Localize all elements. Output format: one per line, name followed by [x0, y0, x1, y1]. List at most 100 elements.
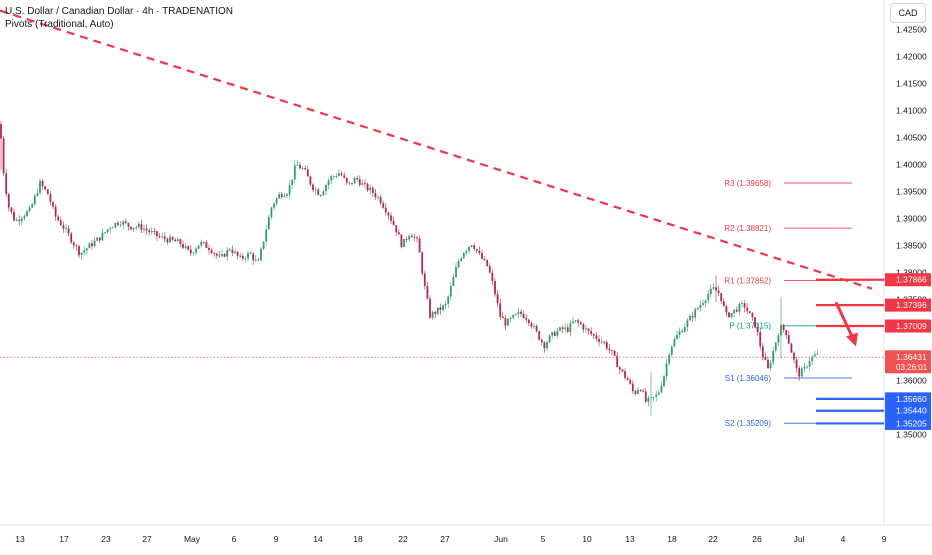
candle-body — [460, 258, 463, 261]
candle-body — [600, 341, 603, 343]
candle-body — [392, 220, 395, 226]
candle-body — [291, 179, 294, 185]
candle-body — [657, 392, 660, 395]
candle-body — [278, 194, 281, 199]
candle-body — [613, 350, 616, 356]
candle-body — [780, 324, 782, 336]
candle-body — [26, 211, 28, 217]
candle-body — [143, 228, 145, 230]
candle-body — [356, 177, 359, 180]
candle-body — [517, 311, 520, 314]
currency-button[interactable]: CAD — [890, 3, 926, 23]
candle-body — [379, 196, 382, 204]
candle-body — [728, 312, 730, 318]
candle-body — [395, 225, 398, 233]
candle-body — [655, 394, 658, 397]
candle-body — [39, 180, 41, 194]
candle-body — [275, 198, 278, 204]
candle-body — [384, 207, 387, 213]
candle-body — [338, 173, 340, 177]
candle-body — [624, 371, 626, 378]
candle-body — [182, 243, 184, 248]
candle-body — [202, 241, 205, 243]
candle-body — [455, 267, 457, 278]
candle-body — [223, 253, 226, 257]
candle-body — [364, 183, 366, 184]
candle-body — [283, 195, 286, 197]
candle-body — [634, 391, 637, 394]
candle-body — [611, 350, 613, 351]
candle-body — [816, 353, 819, 355]
pivot-label: R3 (1.39658) — [724, 179, 771, 188]
candle-body — [543, 342, 546, 349]
candle-body — [683, 326, 686, 332]
candle-body — [436, 307, 439, 314]
candle-body — [145, 228, 148, 231]
candle-body — [665, 363, 668, 377]
candle-body — [533, 325, 535, 327]
pivot-label: S1 (1.36046) — [725, 374, 772, 383]
symbol-title[interactable]: U.S. Dollar / Canadian Dollar · 4h · TRA… — [5, 6, 234, 17]
indicator-label[interactable]: Pivots (Traditional, Auto) — [5, 19, 114, 30]
candle-body — [241, 255, 244, 259]
candle-body — [595, 335, 598, 339]
candle-body — [603, 341, 606, 343]
level-price-tag — [885, 404, 931, 418]
candle-body — [148, 230, 151, 233]
candle-body — [535, 325, 538, 332]
candle-body — [793, 352, 795, 360]
candle-body — [7, 194, 10, 208]
candle-body — [184, 246, 187, 248]
candle-body — [410, 235, 413, 238]
candle-body — [811, 356, 814, 362]
candle-body — [390, 215, 392, 221]
candle-body — [403, 238, 405, 248]
candle-body — [512, 314, 515, 318]
candle-body — [150, 231, 153, 233]
candle-body — [702, 303, 704, 305]
candle-body — [353, 177, 356, 184]
candle-body — [57, 216, 60, 221]
candle-body — [574, 320, 577, 322]
candle-body — [59, 220, 62, 226]
x-tick-label: 13 — [625, 534, 635, 544]
candle-body — [314, 189, 317, 191]
candle-body — [504, 318, 507, 326]
level-price-label: 1.35205 — [896, 418, 927, 428]
y-tick-label: 1.39500 — [896, 187, 927, 197]
candle-body — [488, 266, 491, 273]
candle-body — [135, 226, 138, 228]
candle-body — [462, 252, 465, 259]
candle-body — [475, 249, 478, 251]
candle-body — [761, 346, 764, 358]
candle-body — [36, 193, 39, 196]
candle-body — [457, 260, 460, 268]
candle-body — [265, 229, 268, 242]
candle-body — [751, 313, 754, 318]
candle-body — [169, 236, 171, 243]
y-tick-label: 1.42000 — [896, 52, 927, 62]
pivot-label: S2 (1.35209) — [725, 419, 772, 428]
candle-body — [720, 293, 723, 302]
candle-body — [5, 173, 8, 195]
candle-body — [397, 232, 400, 235]
candle-body — [564, 327, 567, 330]
level-price-tag — [885, 298, 931, 312]
candle-body — [429, 298, 431, 318]
candle-body — [247, 253, 249, 259]
candle-body — [31, 204, 34, 208]
candle-body — [520, 311, 522, 314]
candle-body — [348, 182, 351, 184]
candle-body — [722, 301, 725, 307]
candle-body — [244, 258, 247, 260]
y-tick-label: 1.42500 — [896, 25, 927, 35]
candle-body — [663, 376, 665, 386]
x-tick-label: 26 — [752, 534, 762, 544]
candle-body — [54, 206, 57, 217]
candle-body — [156, 231, 158, 237]
candle-body — [582, 324, 585, 330]
candle-body — [514, 313, 517, 315]
candle-body — [70, 233, 73, 243]
